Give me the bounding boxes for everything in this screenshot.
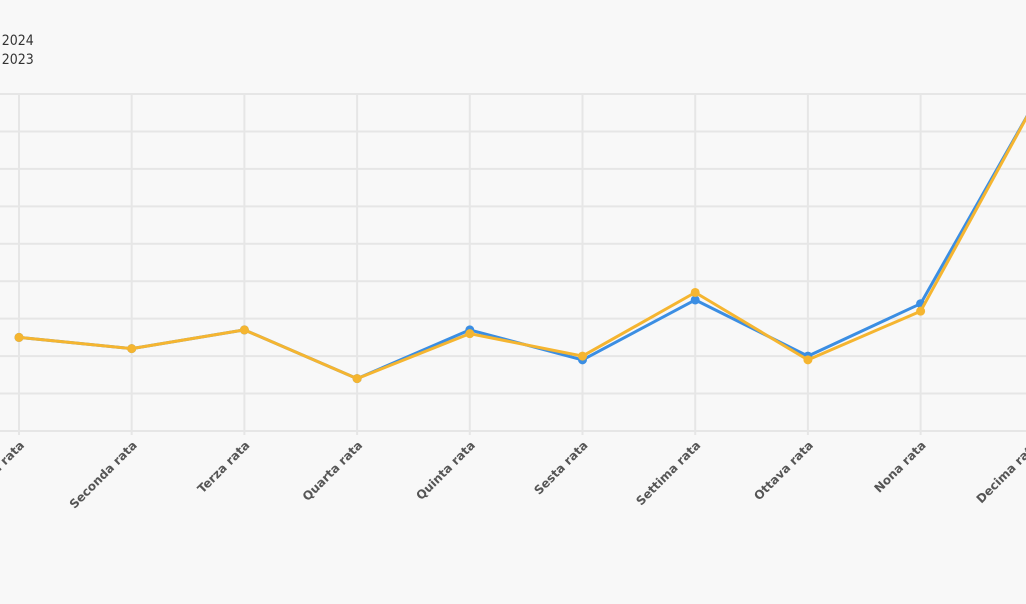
data-point bbox=[916, 307, 925, 316]
data-point bbox=[578, 352, 587, 361]
x-tick-label: Nona rata bbox=[871, 438, 928, 495]
series-line bbox=[19, 105, 1026, 378]
data-point bbox=[353, 374, 362, 383]
data-point bbox=[691, 288, 700, 297]
x-tick-label: Seconda rata bbox=[67, 438, 140, 511]
x-tick-label: Decima rata bbox=[974, 438, 1026, 506]
x-tick-label: Quinta rata bbox=[413, 438, 478, 503]
x-tick-label: Prima rata bbox=[0, 438, 27, 498]
data-point bbox=[15, 333, 24, 342]
x-tick-label: Sesta rata bbox=[531, 438, 590, 497]
series-1 bbox=[15, 101, 1026, 383]
data-point bbox=[803, 355, 812, 364]
x-tick-label: Quarta rata bbox=[300, 438, 365, 503]
x-tick-label: Ottava rata bbox=[751, 438, 816, 503]
series-line bbox=[19, 105, 1026, 378]
data-point bbox=[240, 325, 249, 334]
x-tick-label: Settima rata bbox=[633, 438, 703, 508]
legend-item-2024[interactable]: e 2024 bbox=[0, 32, 34, 51]
legend: e 2024 e 2023 bbox=[0, 32, 34, 70]
series-0 bbox=[15, 101, 1026, 383]
legend-item-2023[interactable]: e 2023 bbox=[0, 51, 34, 70]
x-tick-label: Terza rata bbox=[195, 438, 253, 496]
data-point bbox=[127, 344, 136, 353]
x-tick-labels: Prima rata Seconda rata Terza rata Quarta r… bbox=[0, 438, 1026, 511]
data-point bbox=[465, 329, 474, 338]
gridlines bbox=[0, 94, 1026, 435]
